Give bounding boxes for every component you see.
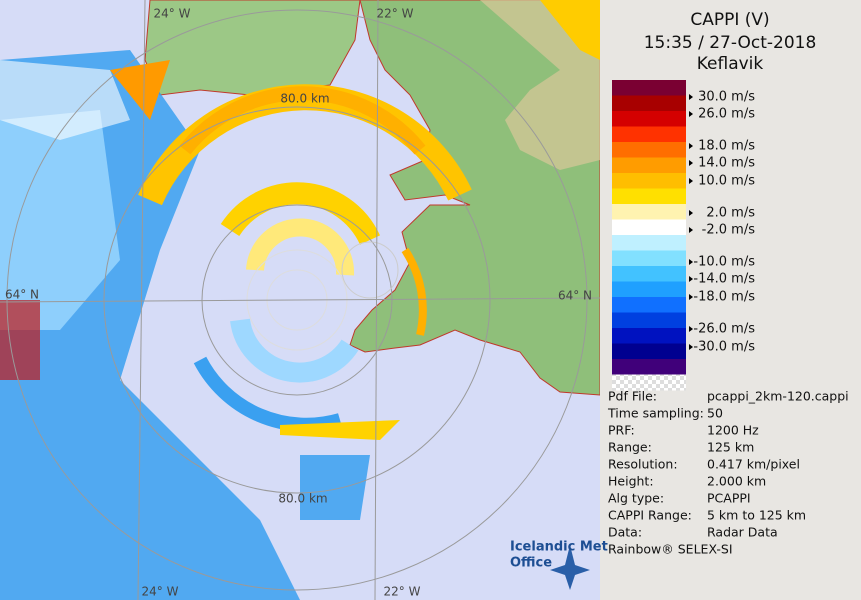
map-label: 22° W xyxy=(377,7,414,21)
legend-label: 26.0 m/s xyxy=(698,107,755,122)
map-label: 24° W xyxy=(154,7,191,21)
color-swatch xyxy=(612,111,686,127)
color-swatch xyxy=(612,266,686,282)
legend-arrow xyxy=(689,210,693,216)
legend-arrow xyxy=(689,94,693,100)
legend-arrow xyxy=(689,227,693,233)
header-text: Keflavik xyxy=(697,54,764,74)
color-swatch xyxy=(612,188,686,205)
info-label: Pdf File: xyxy=(608,389,657,404)
info-label: Time sampling: xyxy=(607,406,704,421)
color-swatch xyxy=(612,250,686,267)
info-value: 125 km xyxy=(707,440,754,455)
legend-label: 18.0 m/s xyxy=(698,139,755,154)
color-swatch xyxy=(612,359,686,375)
legend-label: -26.0 m/s xyxy=(693,322,755,337)
info-label: Resolution: xyxy=(608,457,678,472)
header-text: CAPPI (V) xyxy=(690,10,769,30)
color-swatch xyxy=(612,142,686,158)
map-label: 80.0 km xyxy=(280,92,329,106)
legend-arrow xyxy=(689,111,693,117)
info-value: 50 xyxy=(707,406,723,421)
color-swatch xyxy=(612,343,686,360)
info-footer: Rainbow® SELEX-SI xyxy=(608,542,733,557)
legend-arrow xyxy=(689,178,693,184)
logo-text: Icelandic Met xyxy=(510,540,608,555)
info-label: PRF: xyxy=(608,423,635,438)
legend-label: 10.0 m/s xyxy=(698,174,755,189)
legend-label: 14.0 m/s xyxy=(698,156,755,171)
info-value: PCAPPI xyxy=(707,491,751,506)
info-value: 2.000 km xyxy=(707,474,766,489)
color-swatch xyxy=(612,235,686,251)
map-label: 22° W xyxy=(384,585,421,599)
color-swatch xyxy=(612,328,686,344)
logo xyxy=(550,545,590,590)
info-label: Height: xyxy=(608,474,654,489)
legend-label: -18.0 m/s xyxy=(693,290,755,305)
map-label: 64° N xyxy=(5,288,39,302)
info-value: 5 km to 125 km xyxy=(707,508,806,523)
color-swatch xyxy=(612,204,686,220)
legend-arrow xyxy=(689,276,693,282)
legend-arrow xyxy=(689,344,693,350)
info-label: Alg type: xyxy=(608,491,664,506)
color-swatch xyxy=(612,281,686,298)
info-label: Data: xyxy=(608,525,642,540)
info-value: 1200 Hz xyxy=(707,423,759,438)
color-swatch xyxy=(612,157,686,174)
legend-label: -14.0 m/s xyxy=(693,272,755,287)
legend-label: -10.0 m/s xyxy=(693,255,755,270)
map-label: 24° W xyxy=(142,585,179,599)
map-label: 80.0 km xyxy=(278,492,327,506)
color-swatch-empty xyxy=(612,374,686,391)
legend-label: -2.0 m/s xyxy=(702,223,756,238)
info-value: Radar Data xyxy=(707,525,778,540)
info-label: CAPPI Range: xyxy=(608,508,692,523)
info-value: 0.417 km/pixel xyxy=(707,457,800,472)
legend-arrow xyxy=(689,143,693,149)
color-swatch xyxy=(612,297,686,313)
color-swatch xyxy=(612,173,686,189)
legend-label: 30.0 m/s xyxy=(698,90,755,105)
color-swatch xyxy=(612,312,686,329)
legend-arrow xyxy=(689,160,693,166)
info-value: pcappi_2km-120.cappi xyxy=(707,389,849,404)
map-label: 64° N xyxy=(558,289,592,303)
info-label: Range: xyxy=(608,440,652,455)
legend-label: 2.0 m/s xyxy=(706,206,755,221)
map: 24° W 22° W 80.0 km 64° N 64° N 80.0 km 24° W 2… xyxy=(0,0,600,600)
color-swatch xyxy=(612,95,686,112)
header-text: 15:35 / 27-Oct-2018 xyxy=(644,33,817,53)
legend-arrow xyxy=(689,294,693,300)
legend-arrow xyxy=(689,326,693,332)
color-swatch xyxy=(612,219,686,236)
legend-arrow xyxy=(689,259,693,265)
color-swatch xyxy=(612,80,686,96)
logo-text: Office xyxy=(510,556,552,571)
legend-label: -30.0 m/s xyxy=(693,340,755,355)
color-swatch xyxy=(612,126,686,143)
